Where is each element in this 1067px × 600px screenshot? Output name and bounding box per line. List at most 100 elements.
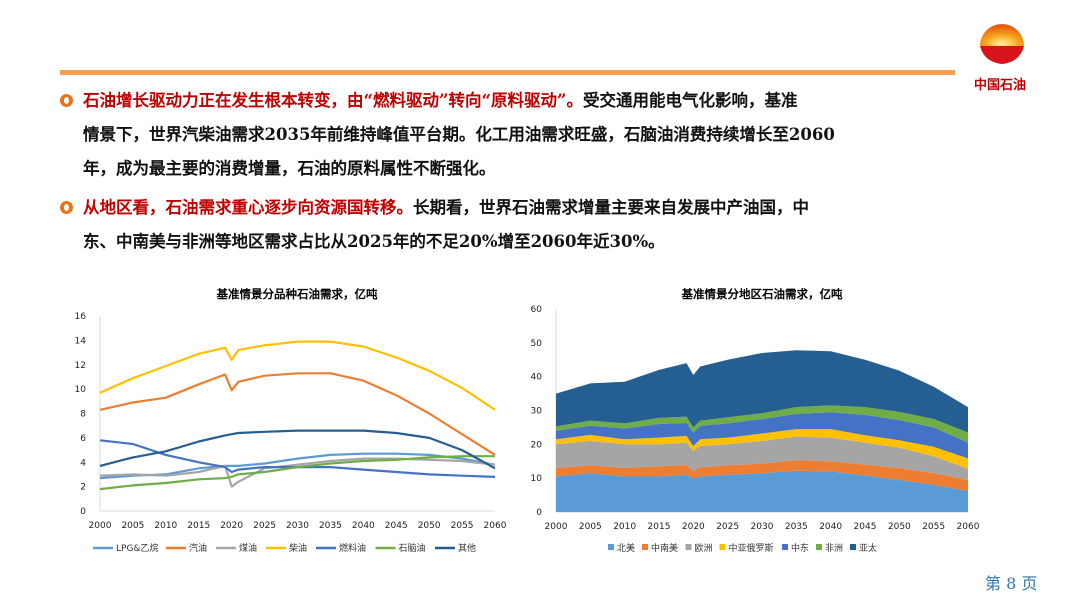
x-tick-label: 2060	[957, 522, 980, 532]
legend-label: 石脑油	[399, 542, 426, 554]
series-line-汽油	[99, 372, 496, 456]
series-line-煤油	[99, 457, 496, 488]
series-area-中南美	[556, 460, 968, 491]
logo-icon	[980, 24, 1024, 64]
bullet-icon	[60, 94, 73, 107]
x-tick-label: 2035	[785, 522, 808, 532]
y-tick-label: 10	[531, 474, 543, 484]
x-tick-label: 2045	[385, 521, 408, 531]
legend-label: 北美	[617, 542, 635, 554]
bullet-1: 石油增长驱动力正在发生根本转变，由“燃料驱动”转向“原料驱动”。受交通用能电气化…	[60, 84, 1000, 186]
y-tick-label: 12	[75, 361, 86, 371]
y-tick-label: 4	[80, 458, 86, 468]
legend-label: 中东	[791, 542, 809, 554]
y-tick-label: 16	[75, 312, 87, 322]
bullet-text: 东、中南美与非洲等地区需求占比从2025年的不足20%增至2060年近30%。	[83, 232, 665, 251]
legend-label: 燃料油	[339, 542, 366, 554]
y-tick-label: 0	[536, 508, 542, 518]
y-tick-label: 10	[75, 385, 87, 395]
x-tick-label: 2040	[352, 521, 375, 531]
series-area-欧洲	[556, 436, 968, 480]
bullet-lead: 石油增长驱动力正在发生根本转变，由“燃料驱动”转向“原料驱动”。	[83, 91, 583, 110]
legend-label: 汽油	[189, 542, 207, 554]
x-tick-label: 2055	[922, 522, 945, 532]
legend-item: 汽油	[166, 542, 207, 554]
legend-swatch	[642, 544, 648, 550]
y-tick-label: 14	[75, 336, 87, 346]
line-chart: 0 2 4 6 8 10 12 14 16 2000 2005 2010 2015 2020 2025 203…	[75, 312, 507, 554]
x-tick-label: 2015	[648, 522, 671, 532]
y-tick-label: 30	[531, 407, 543, 417]
x-tick-label: 2060	[484, 521, 507, 531]
bullet-2: 从地区看，石油需求重心逐步向资源国转移。长期看，世界石油需求增量主要来自发展中产…	[60, 191, 1000, 259]
series-line-燃料油	[99, 439, 496, 478]
x-tick-label: 2005	[579, 522, 602, 532]
legend-label: 中南美	[651, 542, 678, 554]
legend-item: 中亚俄罗斯	[719, 542, 774, 554]
series-area-非洲	[556, 405, 968, 443]
legend-item: 其他	[435, 542, 476, 554]
x-tick-label: 2010	[613, 522, 636, 532]
y-tick-label: 2	[80, 483, 86, 493]
legend-label: 非洲	[825, 542, 843, 554]
x-tick-label: 2030	[286, 521, 309, 531]
series-area-中东	[556, 412, 968, 459]
y-tick-label: 8	[80, 410, 86, 420]
x-tick-label: 2020	[682, 522, 705, 532]
legend-swatch	[816, 544, 822, 550]
y-tick-label: 60	[531, 305, 543, 315]
page-number: 第 8 页	[985, 574, 1038, 593]
x-tick-label: 2050	[888, 522, 911, 532]
x-tick-label: 2040	[819, 522, 842, 532]
bullet-text: 情景下，世界汽柴油需求2035年前维持峰值平台期。化工用油需求旺盛，石脑油消费持…	[83, 125, 835, 144]
legend-item: 煤油	[216, 542, 257, 554]
legend-label: 柴油	[289, 542, 307, 554]
series-line-其他	[99, 429, 496, 470]
bullet-text: 受交通用能电气化影响，基准	[582, 91, 798, 110]
legend-item: 柴油	[266, 542, 307, 554]
legend-swatch	[850, 544, 856, 550]
bullet-text: 长期看，世界石油需求增量主要来自发展中产油国，中	[413, 198, 809, 217]
x-tick-label: 2005	[121, 521, 144, 531]
y-tick-label: 20	[531, 440, 543, 450]
x-tick-label: 2015	[187, 521, 210, 531]
legend-item: 非洲	[816, 542, 843, 554]
legend-item: 石脑油	[375, 542, 426, 554]
series-line-LPG&乙烷	[99, 452, 496, 480]
header-rule	[60, 70, 955, 75]
legend-label: LPG&乙烷	[116, 542, 158, 554]
series-area-亚太	[556, 350, 968, 433]
series-line-柴油	[99, 340, 496, 411]
legend-item: 中南美	[642, 542, 678, 554]
legend-item: 燃料油	[316, 542, 366, 554]
legend-swatch	[608, 544, 614, 550]
y-tick-label: 0	[80, 507, 86, 517]
legend-item: 欧洲	[685, 542, 713, 554]
legend-item: 北美	[608, 542, 635, 554]
y-tick-label: 40	[531, 373, 543, 383]
logo-text: 中国石油	[973, 78, 1026, 93]
x-tick-label: 2050	[418, 521, 441, 531]
legend-label: 煤油	[239, 542, 257, 554]
series-area-北美	[556, 470, 968, 512]
x-tick-label: 2035	[319, 521, 342, 531]
x-tick-label: 2000	[89, 521, 112, 531]
legend-item: 中东	[782, 542, 809, 554]
legend-item: 亚太	[850, 542, 877, 554]
bullet-text: 年，成为最主要的消费增量，石油的原料属性不断强化。	[83, 159, 496, 178]
series-line-石脑油	[99, 455, 495, 491]
x-tick-label: 2055	[451, 521, 474, 531]
x-tick-label: 2045	[854, 522, 877, 532]
x-tick-label: 2025	[253, 521, 276, 531]
legend-swatch	[719, 544, 726, 550]
legend-label: 欧洲	[695, 542, 713, 554]
x-tick-label: 2025	[716, 522, 739, 532]
y-tick-label: 6	[80, 434, 86, 444]
legend-swatch	[782, 544, 788, 550]
legend-item: LPG&乙烷	[93, 542, 158, 554]
company-logo: 中国石油	[972, 14, 1032, 94]
x-tick-label: 2030	[751, 522, 774, 532]
legend-swatch	[685, 544, 692, 550]
